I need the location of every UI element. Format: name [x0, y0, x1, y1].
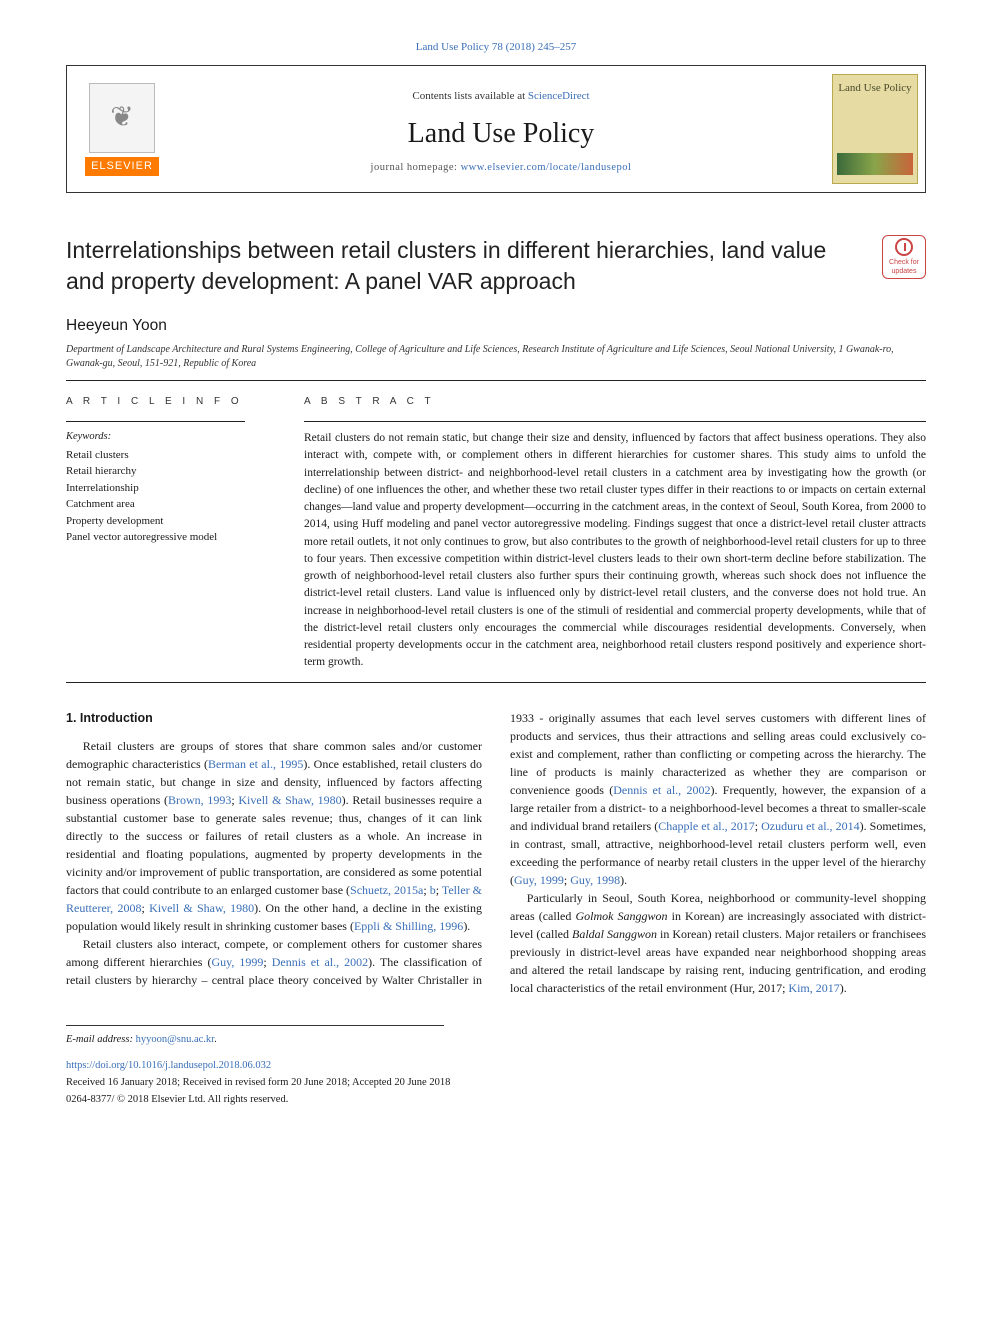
article-info-col: A R T I C L E I N F O Keywords: Retail c…	[66, 395, 276, 672]
divider	[66, 421, 245, 422]
sciencedirect-link[interactable]: ScienceDirect	[528, 90, 590, 102]
journal-cover: Land Use Policy	[825, 66, 925, 192]
article-info-heading: A R T I C L E I N F O	[66, 395, 276, 409]
crossmark-icon	[895, 238, 913, 256]
divider	[304, 421, 926, 422]
keyword: Interrelationship	[66, 480, 276, 497]
paragraph: Retail clusters are groups of stores tha…	[66, 737, 482, 935]
citation-link[interactable]: Schuetz, 2015a	[350, 883, 423, 897]
check-updates-badge[interactable]: Check for updates	[882, 235, 926, 279]
publisher-name: ELSEVIER	[85, 157, 159, 176]
email-link[interactable]: hyyoon@snu.ac.kr	[136, 1034, 215, 1045]
citation-link[interactable]: Kivell & Shaw, 1980	[149, 901, 254, 915]
contents-line: Contents lists available at ScienceDirec…	[412, 89, 589, 104]
divider	[66, 380, 926, 381]
keyword: Panel vector autoregressive model	[66, 529, 276, 546]
keyword: Retail clusters	[66, 447, 276, 464]
body-two-column: 1. Introduction Retail clusters are grou…	[66, 709, 926, 997]
journal-title: Land Use Policy	[408, 114, 595, 153]
citation-link[interactable]: Chapple et al., 2017	[658, 819, 755, 833]
footnotes: E-mail address: hyyoon@snu.ac.kr.	[66, 1025, 444, 1048]
abstract-text: Retail clusters do not remain static, bu…	[304, 430, 926, 672]
author-name: Heeyeun Yoon	[66, 315, 926, 337]
contents-prefix: Contents lists available at	[412, 90, 527, 102]
citation-link[interactable]: Dennis et al., 2002	[613, 783, 710, 797]
journal-masthead: ❦ ELSEVIER Contents lists available at S…	[66, 65, 926, 193]
citation-link[interactable]: Brown, 1993	[168, 793, 231, 807]
publisher-logo: ❦ ELSEVIER	[67, 66, 177, 192]
section-heading: 1. Introduction	[66, 709, 482, 728]
homepage-prefix: journal homepage:	[371, 162, 461, 173]
running-citation: Land Use Policy 78 (2018) 245–257	[66, 40, 926, 55]
citation-link[interactable]: Berman et al., 1995	[208, 757, 303, 771]
keyword: Catchment area	[66, 496, 276, 513]
author-affiliation: Department of Landscape Architecture and…	[66, 343, 926, 370]
journal-homepage: journal homepage: www.elsevier.com/locat…	[371, 161, 632, 176]
abstract-heading: A B S T R A C T	[304, 395, 926, 409]
keyword: Property development	[66, 513, 276, 530]
citation-link[interactable]: Kivell & Shaw, 1980	[238, 793, 341, 807]
received-dates: Received 16 January 2018; Received in re…	[66, 1076, 926, 1091]
citation-link[interactable]: Guy, 1998	[570, 873, 620, 887]
citation-link[interactable]: b	[430, 883, 436, 897]
keywords-label: Keywords:	[66, 430, 276, 445]
abstract-col: A B S T R A C T Retail clusters do not r…	[304, 395, 926, 672]
homepage-link[interactable]: www.elsevier.com/locate/landusepol	[461, 162, 632, 173]
doi-link[interactable]: https://doi.org/10.1016/j.landusepol.201…	[66, 1059, 926, 1074]
citation-link[interactable]: Ozuduru et al., 2014	[761, 819, 860, 833]
cover-art-strip	[837, 153, 913, 175]
citation-link[interactable]: Eppli & Shilling, 1996	[354, 919, 463, 933]
check-updates-label: Check for updates	[883, 258, 925, 278]
citation-link[interactable]: Dennis et al., 2002	[272, 955, 368, 969]
citation-link[interactable]: Kim, 2017	[788, 981, 839, 995]
article-title: Interrelationships between retail cluste…	[66, 235, 870, 297]
elsevier-tree-icon: ❦	[89, 83, 155, 153]
citation-link[interactable]: Guy, 1999	[514, 873, 564, 887]
keyword: Retail hierarchy	[66, 463, 276, 480]
citation-link[interactable]: Guy, 1999	[211, 955, 263, 969]
keywords-list: Retail clusters Retail hierarchy Interre…	[66, 447, 276, 546]
issn-copyright: 0264-8377/ © 2018 Elsevier Ltd. All righ…	[66, 1093, 926, 1108]
cover-title: Land Use Policy	[838, 81, 911, 96]
divider	[66, 682, 926, 683]
email-label: E-mail address:	[66, 1034, 136, 1045]
paragraph: Particularly in Seoul, South Korea, neig…	[510, 889, 926, 997]
